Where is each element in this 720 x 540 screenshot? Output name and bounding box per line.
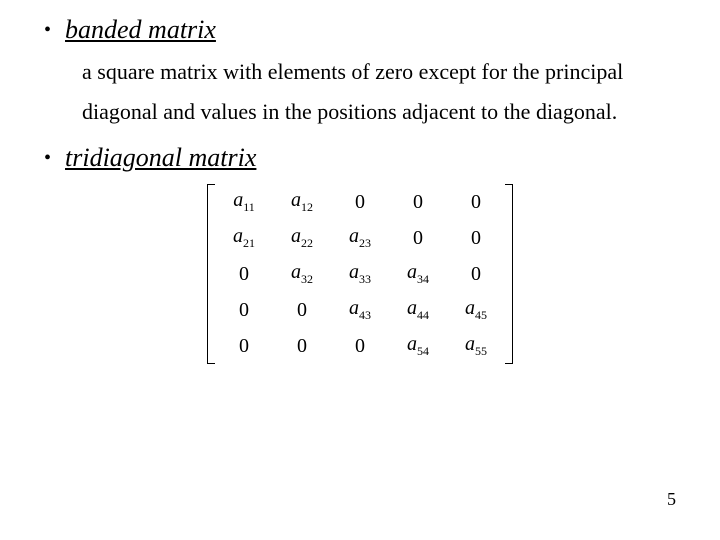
matrix-cell: a23 bbox=[331, 220, 389, 256]
matrix-cell: 0 bbox=[389, 220, 447, 256]
matrix-cell: 0 bbox=[447, 256, 505, 292]
slide-content: • banded matrix a square matrix with ele… bbox=[0, 0, 720, 364]
matrix-bracket-right bbox=[505, 184, 513, 364]
bullet-heading-tridiagonal: tridiagonal matrix bbox=[65, 142, 256, 174]
matrix-table: a11a12000a21a22a23000a32a33a34000a43a44a… bbox=[215, 184, 505, 364]
matrix-cell: a55 bbox=[447, 328, 505, 364]
matrix-cell: 0 bbox=[389, 184, 447, 220]
matrix-cell: a32 bbox=[273, 256, 331, 292]
bullet-item-tridiagonal: • tridiagonal matrix bbox=[36, 142, 684, 174]
matrix-cell: 0 bbox=[331, 184, 389, 220]
bullet-dot: • bbox=[44, 14, 51, 46]
matrix-cell: 0 bbox=[331, 328, 389, 364]
bullet-item-banded: • banded matrix bbox=[36, 14, 684, 46]
matrix-cell: a43 bbox=[331, 292, 389, 328]
page-number: 5 bbox=[667, 489, 676, 510]
matrix-cell: 0 bbox=[215, 256, 273, 292]
matrix-cell: a12 bbox=[273, 184, 331, 220]
matrix-cell: 0 bbox=[447, 184, 505, 220]
matrix-cell: 0 bbox=[215, 292, 273, 328]
bullet-dot: • bbox=[44, 142, 51, 174]
matrix-cell: a11 bbox=[215, 184, 273, 220]
matrix-cell: 0 bbox=[273, 292, 331, 328]
matrix-container: a11a12000a21a22a23000a32a33a34000a43a44a… bbox=[36, 184, 684, 364]
matrix-cell: a44 bbox=[389, 292, 447, 328]
matrix-cell: a34 bbox=[389, 256, 447, 292]
matrix-cell: 0 bbox=[215, 328, 273, 364]
matrix-bracket-left bbox=[207, 184, 215, 364]
tridiagonal-matrix: a11a12000a21a22a23000a32a33a34000a43a44a… bbox=[207, 184, 513, 364]
matrix-cell: a54 bbox=[389, 328, 447, 364]
bullet-body-banded: a square matrix with elements of zero ex… bbox=[82, 52, 674, 132]
matrix-cell: 0 bbox=[273, 328, 331, 364]
matrix-cell: a22 bbox=[273, 220, 331, 256]
matrix-cell: a45 bbox=[447, 292, 505, 328]
matrix-cell: a21 bbox=[215, 220, 273, 256]
bullet-heading-banded: banded matrix bbox=[65, 14, 216, 46]
matrix-cell: 0 bbox=[447, 220, 505, 256]
matrix-cell: a33 bbox=[331, 256, 389, 292]
